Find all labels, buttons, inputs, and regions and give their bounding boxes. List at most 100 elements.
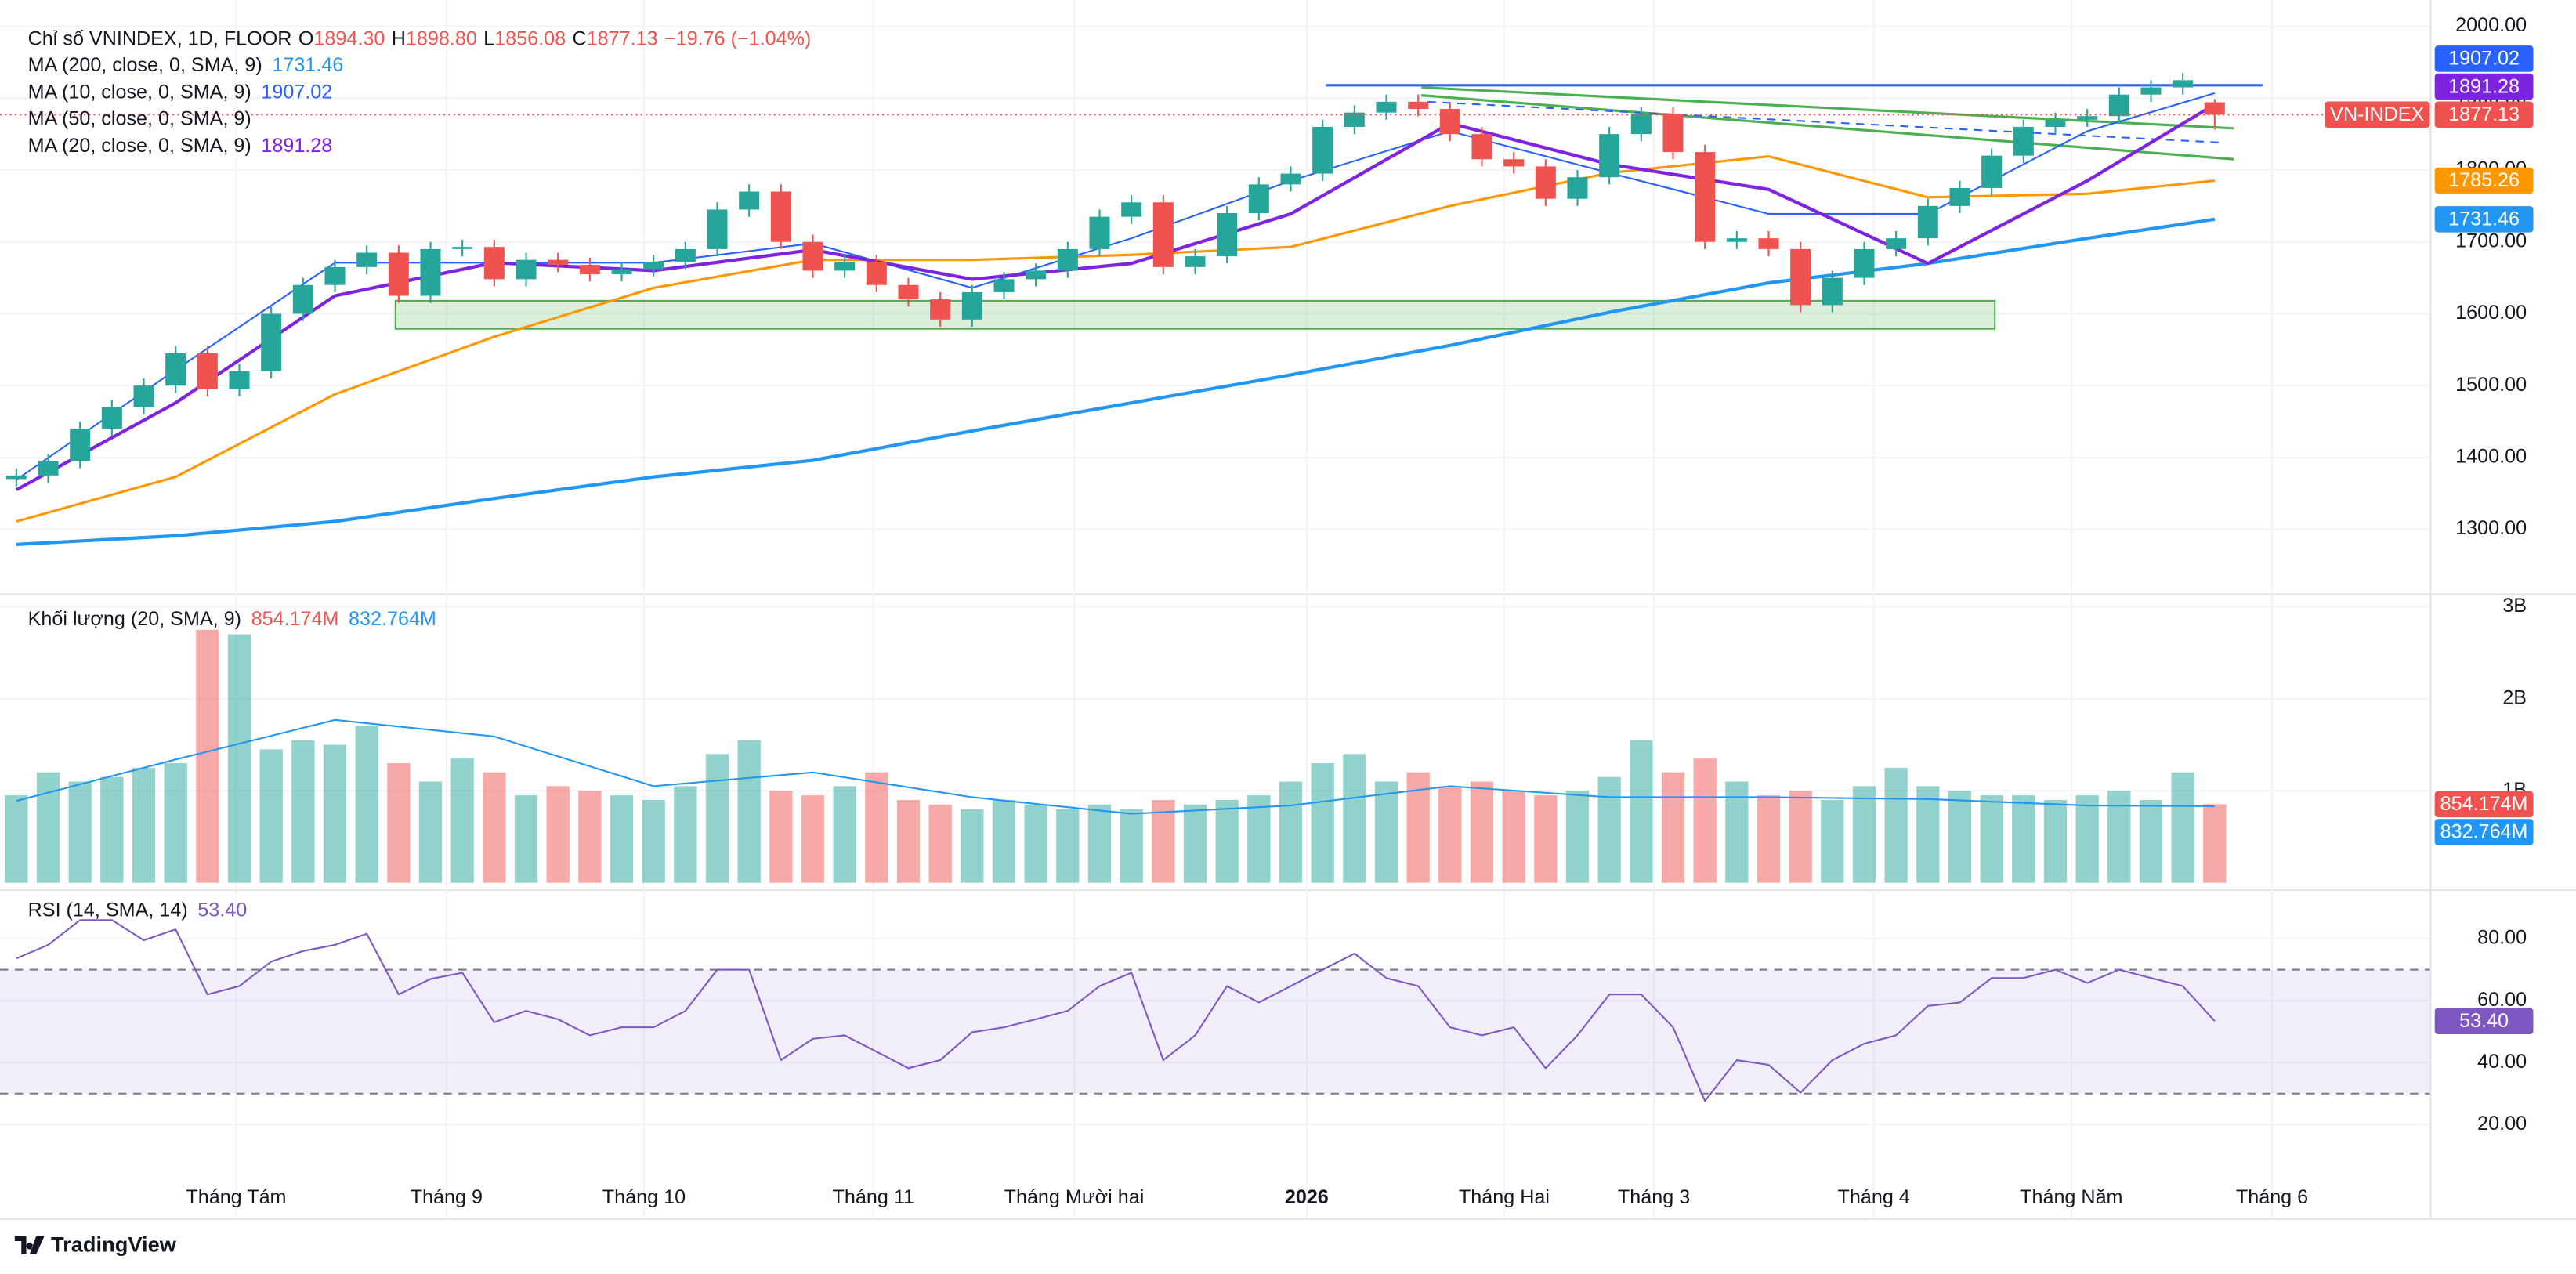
- candle-body: [2173, 80, 2194, 88]
- candle-body: [1726, 238, 1747, 242]
- legend-part: MA (20, close, 0, SMA, 9): [28, 135, 251, 157]
- volume-bar: [2171, 772, 2194, 883]
- candle-body: [1822, 277, 1843, 306]
- rsi-band: [0, 969, 2430, 1094]
- volume-bar: [355, 726, 378, 883]
- legend-part: L: [483, 27, 494, 49]
- y-tick-label: 1400.00: [2455, 446, 2527, 468]
- candle-body: [1121, 202, 1142, 217]
- candle-body: [802, 241, 823, 271]
- price-badge-bg: [2434, 45, 2534, 72]
- candle-body: [770, 191, 791, 242]
- rsi-legend: RSI (14, SMA, 14) 53.40: [28, 899, 248, 921]
- volume-bar: [2043, 799, 2068, 883]
- candle-body: [2108, 94, 2129, 117]
- rsi-badge-bg: [2434, 1008, 2534, 1034]
- candle-body: [1886, 238, 1907, 249]
- volume-badge-bg: [2434, 791, 2534, 818]
- x-tick-label: Tháng 4: [1838, 1186, 1910, 1208]
- x-tick-label: Tháng Mười hai: [1004, 1186, 1145, 1208]
- volume-bar: [1183, 804, 1207, 883]
- volume-bar: [546, 786, 570, 883]
- brand-icon: [14, 1236, 45, 1254]
- y-tick-label: 2B: [2502, 686, 2527, 708]
- candle-body: [356, 252, 378, 267]
- candle-body: [1695, 152, 1716, 242]
- candle-body: [483, 247, 505, 280]
- ma-line: [16, 92, 2216, 481]
- y-tick-label: 1300.00: [2455, 517, 2527, 539]
- volume-bar: [1821, 799, 1844, 883]
- legend-part: MA (200, close, 0, SMA, 9): [28, 54, 262, 76]
- price-badge: 1785.26: [2448, 169, 2520, 191]
- volume-bar: [1884, 767, 1908, 883]
- candle-body: [1185, 256, 1206, 267]
- candle-body: [1917, 205, 1938, 239]
- volume-bar: [164, 763, 187, 883]
- volume-bar: [1789, 791, 1812, 883]
- legend-part: MA (50, close, 0, SMA, 9): [28, 107, 251, 129]
- y-tick-label: 1600.00: [2455, 302, 2527, 324]
- volume-bar: [865, 772, 888, 883]
- volume-bar: [323, 744, 347, 883]
- ma-line: [16, 155, 2215, 523]
- candle-body: [834, 262, 856, 271]
- x-tick-label: Tháng Hai: [1459, 1186, 1550, 1208]
- volume-bar: [801, 795, 825, 883]
- volume-bar: [227, 634, 251, 883]
- candle-body: [420, 248, 441, 296]
- candle-body: [1790, 248, 1811, 306]
- volume-bar: [1247, 795, 1271, 883]
- legend-part: MA (10, close, 0, SMA, 9): [28, 81, 251, 103]
- candle-body: [101, 407, 122, 429]
- candle-body: [5, 475, 27, 480]
- legend-part: 1877.13: [587, 27, 658, 49]
- volume-bar: [2203, 804, 2227, 883]
- y-tick-label: 2000.00: [2455, 14, 2527, 36]
- x-tick-label: Tháng Tám: [186, 1186, 286, 1208]
- legend-part: RSI (14, SMA, 14): [28, 899, 188, 921]
- candle-body: [452, 247, 473, 249]
- candle-body: [1949, 187, 1970, 206]
- volume-bar: [833, 786, 856, 883]
- legend-part: H: [392, 27, 406, 49]
- x-tick-label: Tháng 3: [1618, 1186, 1690, 1208]
- candle-body: [707, 209, 728, 249]
- candle-body: [1089, 216, 1110, 249]
- candle-body: [579, 265, 600, 274]
- volume-bar: [36, 772, 60, 883]
- volume-bar: [961, 809, 984, 883]
- legend-part: Khối lượng (20, SMA, 9): [28, 608, 241, 630]
- volume-bar: [737, 740, 761, 883]
- candle-body: [1471, 134, 1492, 160]
- candle-body: [2204, 102, 2225, 115]
- volume-bar: [1534, 795, 1558, 883]
- volume-bar: [1343, 754, 1366, 883]
- volume-bar: [769, 791, 793, 883]
- y-tick-label: 1500.00: [2455, 374, 2527, 396]
- candle-body: [1376, 101, 1397, 113]
- legend-part: C: [572, 27, 586, 49]
- x-tick-label: Tháng Năm: [2020, 1186, 2122, 1208]
- legend-part: 832.764M: [349, 608, 436, 630]
- ma-legend: MA (50, close, 0, SMA, 9): [28, 107, 251, 129]
- support-zone: [394, 299, 1996, 330]
- volume-badge: 854.174M: [2440, 793, 2528, 815]
- candle-body: [739, 191, 760, 210]
- ma-legend: MA (20, close, 0, SMA, 9) 1891.28: [28, 135, 333, 157]
- candle-body: [1057, 248, 1078, 271]
- price-badge-bg: [2434, 101, 2534, 128]
- volume-bar: [2107, 791, 2131, 883]
- x-tick-label: Tháng 6: [2236, 1186, 2308, 1208]
- volume-bar: [1661, 772, 1685, 883]
- legend-part: 1907.02: [261, 81, 332, 103]
- x-tick-label: Tháng 9: [411, 1186, 483, 1208]
- legend-part: 854.174M: [251, 608, 339, 630]
- candle-body: [2013, 126, 2034, 156]
- ma-legend: MA (10, close, 0, SMA, 9) 1907.02: [28, 81, 333, 103]
- candle-body: [866, 262, 887, 285]
- volume-bar: [2139, 799, 2163, 883]
- candle-body: [516, 259, 537, 280]
- candle-body: [197, 353, 218, 389]
- candle-body: [324, 266, 346, 285]
